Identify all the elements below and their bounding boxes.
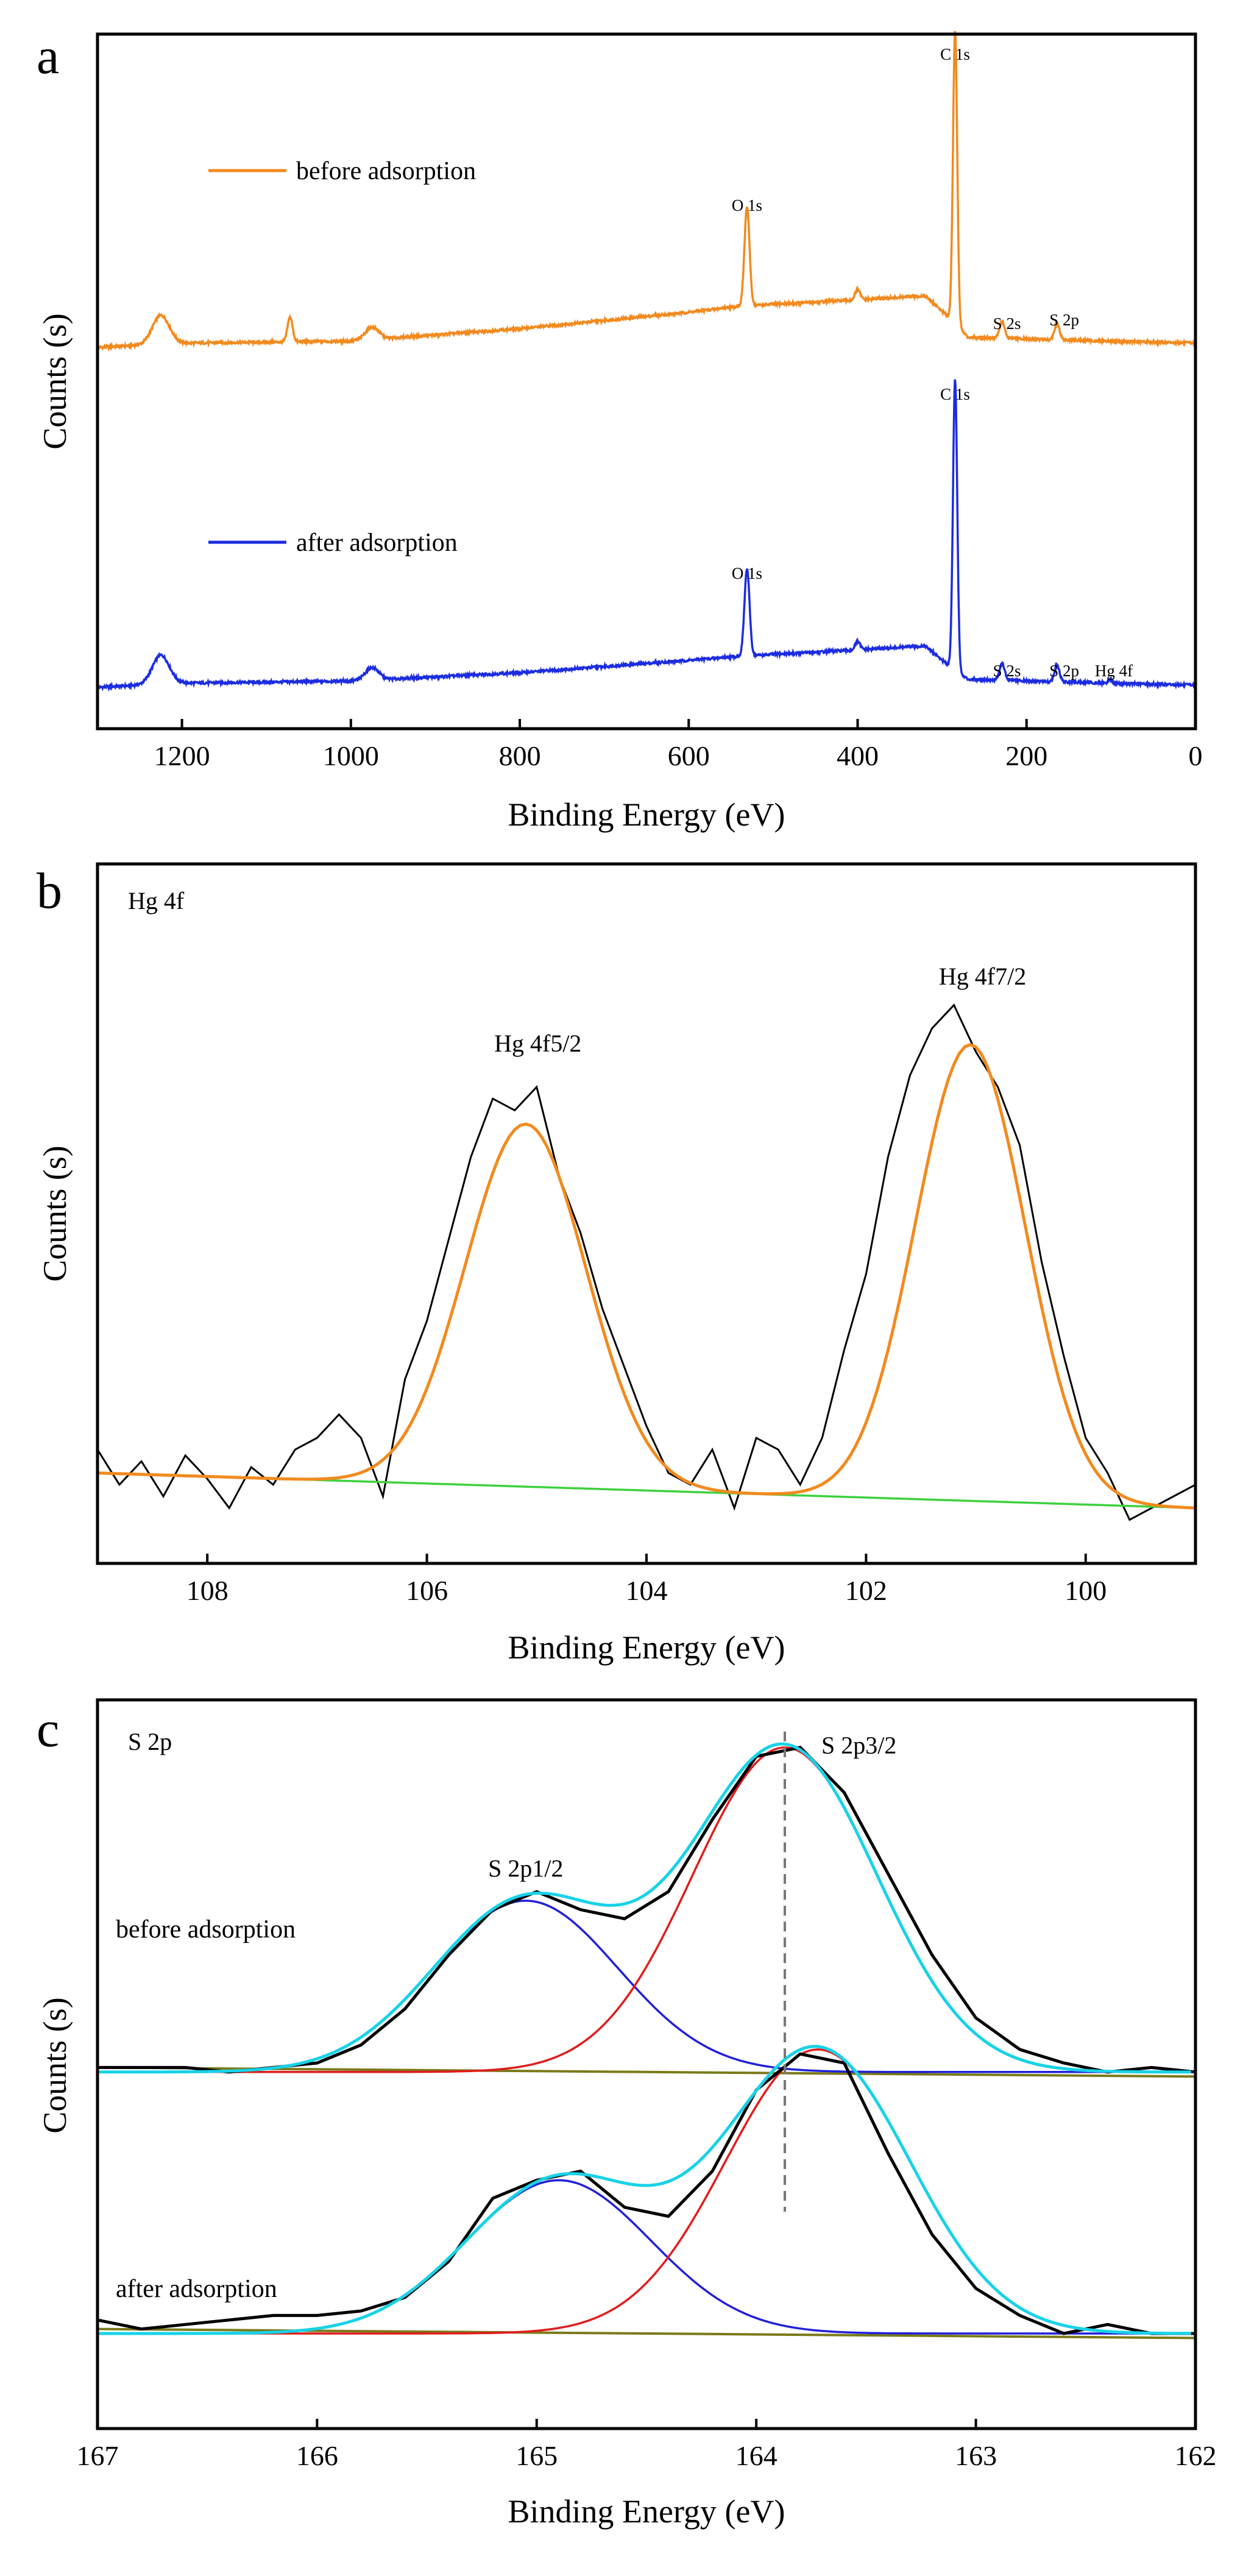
panel-b-x-axis-title: Binding Energy (eV) xyxy=(508,1629,785,1666)
legend-label-before: before adsorption xyxy=(296,157,476,185)
panel-c-peak-labels: S 2p1/2 S 2p3/2 xyxy=(488,1732,896,1882)
panel-c-y-axis-title: Counts (s) xyxy=(37,1997,73,2134)
panel-c-letter: c xyxy=(37,1701,59,1758)
peak-label: S 2s xyxy=(993,662,1021,680)
x-tick-label: 102 xyxy=(845,1575,887,1606)
x-tick-label: 100 xyxy=(1064,1575,1107,1606)
peak-label: Hg 4f7/2 xyxy=(939,963,1026,990)
panel-b-frame xyxy=(96,862,1197,1565)
x-tick-label: 165 xyxy=(515,2440,558,2471)
survey-line-before xyxy=(96,30,1196,352)
panel-c-label-before: before adsorption xyxy=(116,1916,296,1944)
peak-label: C 1s xyxy=(940,385,970,403)
x-tick-label: 600 xyxy=(668,740,710,771)
panel-b-title: Hg 4f xyxy=(128,887,185,915)
peak-label: S 2s xyxy=(993,314,1021,333)
panel-b-y-axis-title: Counts (s) xyxy=(37,1145,73,1282)
x-tick-label: 400 xyxy=(837,740,879,771)
panel-c-title: S 2p xyxy=(128,1728,172,1755)
fit-envelope-line-before xyxy=(97,1742,1191,2074)
x-tick-label: 108 xyxy=(186,1575,228,1606)
x-tick-label: 163 xyxy=(955,2440,997,2471)
x-tick-label: 1200 xyxy=(154,740,210,771)
x-tick-label: 104 xyxy=(626,1575,668,1606)
x-tick-label: 164 xyxy=(735,2440,777,2471)
panel-c-s2p-spectrum: c 167 166 165 164 163 162 Binding Energy (eV)… xyxy=(37,1698,1217,2530)
peak-label: S 2p1/2 xyxy=(488,1855,563,1882)
fit-envelope-line-after xyxy=(97,2045,1191,2335)
panel-c-label-after: after adsorption xyxy=(116,2275,277,2303)
panel-a-legend-after: after adsorption xyxy=(208,529,458,557)
panel-c-x-axis-title: Binding Energy (eV) xyxy=(508,2493,785,2530)
panel-b-hg4f-spectrum: b 108 106 104 102 100 Binding Energy (eV) Co… xyxy=(37,862,1197,1666)
panel-c-x-axis: 167 166 165 164 163 162 xyxy=(77,2419,1217,2471)
peak-label: O 1s xyxy=(732,196,762,214)
fit-envelope-line xyxy=(97,1042,1196,1510)
x-tick-label: 1000 xyxy=(323,740,379,771)
panel-a-peak-labels: C 1s O 1s S 2s S 2p C 1s O 1s S 2s S 2p Hg 4f xyxy=(732,45,1133,680)
peak-label: S 2p xyxy=(1049,662,1079,680)
survey-line-after xyxy=(96,379,1196,692)
peak-label: O 1s xyxy=(732,564,762,582)
x-tick-label: 800 xyxy=(499,740,541,771)
panel-a-frame xyxy=(96,32,1197,731)
legend-label-after: after adsorption xyxy=(296,529,458,557)
panel-a-x-axis-title: Binding Energy (eV) xyxy=(508,796,785,833)
raw-data-line-after xyxy=(97,2052,1195,2335)
raw-data-line-before xyxy=(97,1746,1196,2074)
peak-label: Hg 4f xyxy=(1095,662,1133,680)
x-tick-label: 167 xyxy=(77,2440,119,2471)
panel-b-plot-area xyxy=(96,1003,1196,1521)
panel-b-peak-labels: Hg 4f5/2 Hg 4f7/2 xyxy=(494,963,1026,1057)
peak-label: Hg 4f5/2 xyxy=(494,1030,581,1057)
baseline-before xyxy=(97,2066,1196,2078)
panel-a-survey-spectrum: a 1200 1000 800 600 400 200 0 Binding Energy (… xyxy=(37,28,1203,833)
panel-a-legend-before: before adsorption xyxy=(208,157,476,185)
x-tick-label: 106 xyxy=(406,1575,448,1606)
panel-a-y-axis-title: Counts (s) xyxy=(37,313,73,450)
component-line-before xyxy=(97,1746,1191,2073)
panel-a-plot-area xyxy=(96,30,1196,692)
panel-a-letter: a xyxy=(37,28,59,85)
panel-b-x-axis: 108 106 104 102 100 xyxy=(186,1554,1107,1606)
panel-c-plot-area xyxy=(97,1732,1196,2340)
x-tick-label: 200 xyxy=(1005,740,1047,771)
panel-c-frame xyxy=(96,1698,1197,2430)
peak-label: C 1s xyxy=(940,45,970,63)
x-tick-label: 0 xyxy=(1189,740,1203,771)
x-tick-label: 162 xyxy=(1175,2440,1217,2471)
peak-label: S 2p3/2 xyxy=(821,1732,896,1759)
panel-a-x-axis: 1200 1000 800 600 400 200 0 xyxy=(154,719,1203,771)
peak-label: S 2p xyxy=(1049,311,1079,329)
raw-data-line xyxy=(96,1003,1196,1521)
panel-b-letter: b xyxy=(37,863,62,919)
x-tick-label: 166 xyxy=(296,2440,338,2471)
